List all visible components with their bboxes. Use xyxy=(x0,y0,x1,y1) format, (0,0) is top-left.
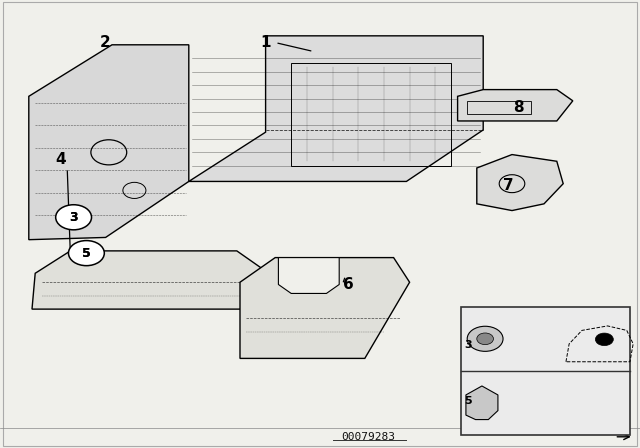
Circle shape xyxy=(477,333,493,345)
Text: 3: 3 xyxy=(69,211,78,224)
Text: 00079283: 00079283 xyxy=(341,432,395,442)
Bar xyxy=(461,307,630,435)
Bar xyxy=(467,101,531,114)
Polygon shape xyxy=(278,258,339,293)
Text: 7: 7 xyxy=(504,178,514,194)
Polygon shape xyxy=(29,45,189,240)
Polygon shape xyxy=(466,386,498,420)
Circle shape xyxy=(68,241,104,266)
Circle shape xyxy=(56,205,92,230)
Polygon shape xyxy=(240,258,410,358)
Text: 5: 5 xyxy=(82,246,91,260)
Text: 8: 8 xyxy=(513,100,524,115)
Text: 4: 4 xyxy=(56,151,66,167)
Polygon shape xyxy=(32,251,269,309)
Polygon shape xyxy=(477,155,563,211)
Polygon shape xyxy=(458,90,573,121)
Text: 1: 1 xyxy=(260,35,271,50)
Text: 3: 3 xyxy=(69,211,78,224)
Text: 5: 5 xyxy=(465,396,472,406)
Text: 3: 3 xyxy=(465,340,472,350)
Circle shape xyxy=(467,326,503,351)
Circle shape xyxy=(595,333,613,346)
Text: 2: 2 xyxy=(100,35,111,50)
Polygon shape xyxy=(189,36,483,181)
Text: 5: 5 xyxy=(82,246,91,260)
Bar xyxy=(291,63,451,166)
Text: 6: 6 xyxy=(344,277,354,292)
